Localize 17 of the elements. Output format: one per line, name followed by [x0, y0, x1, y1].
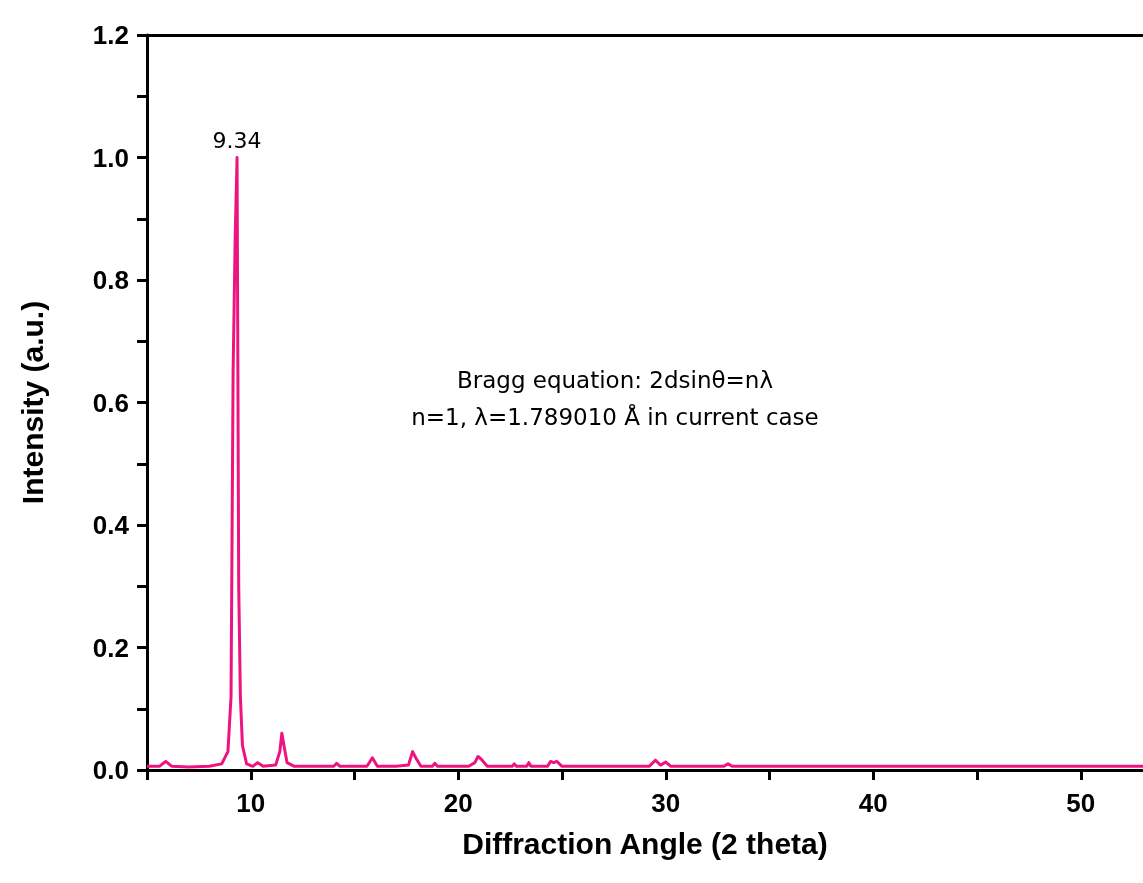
- y-tick-label: 0.8: [92, 265, 129, 295]
- y-tick-label: 0.6: [92, 387, 129, 418]
- x-tick-label: 40: [858, 788, 888, 818]
- y-tick-label: 0.4: [92, 510, 130, 540]
- y-axis-title: Intensity (a.u.): [15, 300, 49, 505]
- x-tick-label: 50: [1066, 788, 1096, 818]
- y-tick-label: 1.2: [92, 20, 129, 50]
- x-tick-label: 30: [651, 788, 681, 818]
- y-tick-label: 1.0: [92, 142, 129, 173]
- x-tick-label: 20: [443, 788, 473, 818]
- annotation: n=1, λ=1.789010 Å in current case: [411, 402, 819, 430]
- annotation: 9.34: [212, 128, 262, 153]
- x-tick-label: 10: [236, 788, 266, 818]
- y-tick-label: 0.0: [92, 755, 129, 785]
- annotation: Bragg equation: 2dsinθ=nλ: [456, 366, 774, 393]
- x-axis-title: Diffraction Angle (2 theta): [462, 826, 828, 860]
- y-tick-label: 0.2: [92, 632, 129, 663]
